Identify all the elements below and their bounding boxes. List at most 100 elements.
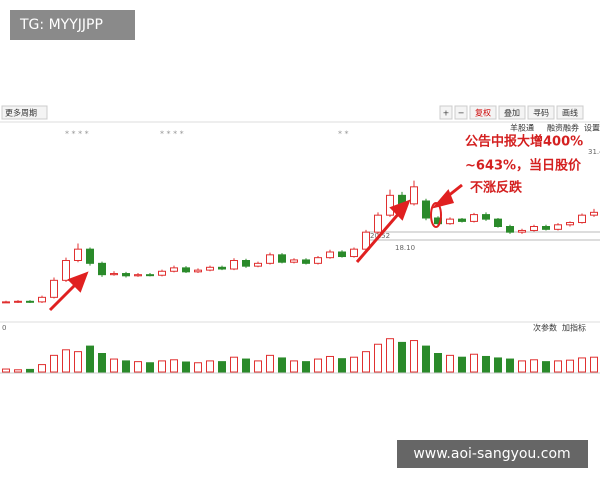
subbar-item[interactable]: 融资融券 [547, 123, 579, 133]
watermark-box [397, 440, 588, 468]
volume-bar [590, 356, 598, 373]
volume-bar [422, 345, 430, 373]
candle-body [338, 251, 346, 258]
candle-body [530, 226, 538, 231]
volume-zero: 0 [2, 324, 6, 332]
volume-bar [278, 357, 286, 373]
arrows [48, 183, 463, 312]
candle-body [14, 300, 22, 303]
period-button[interactable] [1, 105, 48, 120]
toolbar-button[interactable] [556, 105, 584, 120]
annotation: ~643%，当日股价 [465, 158, 582, 174]
toolbar-button[interactable] [469, 105, 497, 120]
watermark-top: TG: MYYJJPP [19, 17, 103, 33]
toolbar-label: + [443, 109, 450, 118]
candle-body [470, 214, 478, 222]
volume-bar [242, 358, 250, 373]
candle-body [542, 226, 550, 230]
candle-body [374, 214, 382, 233]
toolbar-button[interactable] [439, 105, 453, 120]
volume-bar [326, 355, 334, 373]
candle-body [362, 231, 370, 250]
candle-body [278, 254, 286, 263]
candle-body [38, 296, 46, 303]
candle-body [266, 254, 274, 264]
subbar-item[interactable]: 羊股通 [510, 123, 534, 133]
arrow [48, 280, 80, 312]
volume-bar [38, 364, 46, 373]
candle-body [158, 270, 166, 276]
candle-body [242, 260, 250, 267]
volume-bar [50, 354, 58, 373]
watermark-box [10, 10, 135, 40]
volume-bar [518, 360, 526, 373]
candle-body [386, 194, 394, 216]
volume-bar [338, 358, 346, 373]
watermark-bottom: www.aoi-sangyou.com [413, 446, 570, 462]
volume-bar [254, 360, 262, 373]
volume-bar [374, 343, 382, 373]
toolbar-label: 画线 [562, 108, 578, 118]
volume-bar [458, 356, 466, 373]
candle-body [50, 279, 58, 298]
volume-bar [566, 359, 574, 373]
arrow-head [431, 189, 455, 209]
candle-body [578, 214, 586, 224]
toolbar-button[interactable] [454, 105, 468, 120]
period-label: 更多周期 [5, 108, 37, 118]
volume-bar [434, 353, 442, 373]
candle-body [110, 273, 118, 276]
volume-bar [530, 359, 538, 373]
candle-body [422, 200, 430, 219]
candle-body [446, 218, 454, 225]
candle-body [302, 259, 310, 264]
volume-bar [26, 368, 34, 373]
volume-bar [182, 361, 190, 373]
volume-bar [230, 356, 238, 373]
volume-bar [170, 359, 178, 373]
volume-bar [14, 369, 22, 373]
candle-body [494, 218, 502, 227]
candle-body [146, 274, 154, 277]
toolbar-button[interactable] [527, 105, 555, 120]
candle-body [98, 262, 106, 276]
subbar-item[interactable]: 设置 [584, 123, 600, 133]
candle-body [590, 211, 598, 216]
volume-bar [398, 341, 406, 373]
volume-param[interactable]: 次参数 [533, 323, 557, 333]
arrow [355, 211, 402, 263]
candle-body [254, 262, 262, 267]
candle-body [566, 222, 574, 226]
candle-body [194, 269, 202, 273]
volume-bar [362, 351, 370, 373]
toolbar-button[interactable] [498, 105, 526, 120]
candle-body [74, 248, 82, 262]
volume-bar [494, 357, 502, 373]
candle-body [86, 248, 94, 264]
volume-bar [482, 355, 490, 373]
stars: * * * * [160, 130, 184, 139]
volume-bar [146, 362, 154, 373]
volume-bar [578, 357, 586, 373]
toolbar-label: 复权 [475, 108, 491, 118]
candle-body [410, 186, 418, 205]
candle-body [290, 259, 298, 263]
volume-bar [110, 358, 118, 373]
candle-body [326, 251, 334, 259]
candle-body [206, 266, 214, 271]
volume-bar [302, 361, 310, 373]
stars: * * * * [65, 130, 89, 139]
volume-bar [206, 360, 214, 373]
volume-bar [218, 361, 226, 373]
volume-indicator[interactable]: 加指标 [562, 323, 586, 333]
candle-body [218, 266, 226, 270]
toolbar-label: 叠加 [504, 108, 520, 118]
volume-bar [2, 368, 10, 373]
candle-body [230, 260, 238, 270]
volume-bar [134, 361, 142, 373]
volume-bar [74, 351, 82, 373]
candle-body [554, 224, 562, 230]
candle-body [134, 274, 142, 277]
annotation: 不涨反跌 [470, 180, 523, 196]
